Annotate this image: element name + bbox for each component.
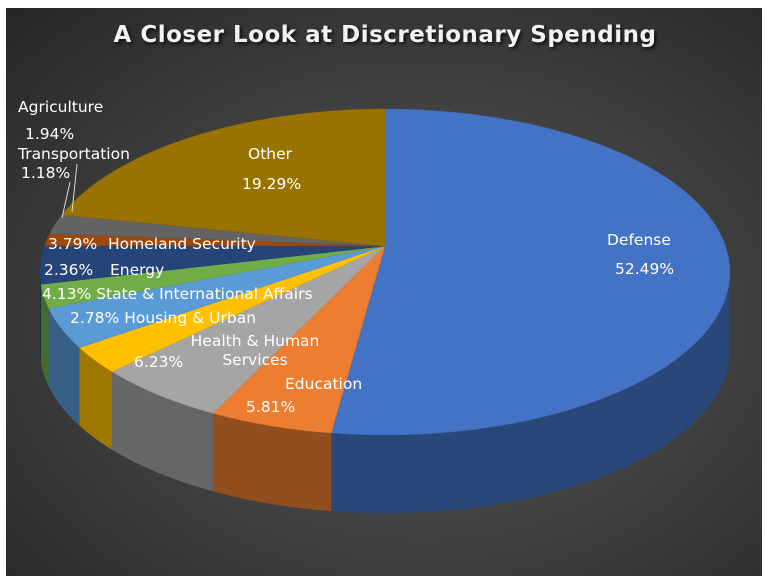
- label-housing: 2.78% Housing & Urban: [70, 309, 257, 327]
- slice-energy[interactable]: [40, 245, 386, 309]
- slice-defense-side: [331, 272, 730, 513]
- slice-health-human-services-side: [111, 371, 214, 492]
- label-health-human-services-text: Health & Human Services: [190, 332, 320, 369]
- slice-agriculture[interactable]: [49, 214, 386, 247]
- pie-tops: [39, 108, 731, 436]
- chart-title: A Closer Look at Discretionary Spending: [113, 22, 657, 48]
- value-housing: 2.78%: [70, 309, 120, 327]
- label-transportation: Transportation: [18, 145, 130, 163]
- leader-line: [61, 181, 71, 219]
- slice-housing-urban-side: [79, 347, 112, 450]
- pie-sides: [40, 272, 730, 513]
- label-defense: Defense: [607, 231, 671, 249]
- slice-state-international-affairs[interactable]: [48, 245, 386, 348]
- slice-housing-urban[interactable]: [78, 245, 386, 372]
- value-education: 5.81%: [246, 398, 296, 416]
- value-energy: 2.36%: [44, 261, 94, 279]
- leader-line: [71, 163, 78, 213]
- value-defense: 52.49%: [615, 260, 675, 278]
- label-other: Other: [248, 145, 293, 163]
- label-agriculture: Agriculture: [18, 98, 104, 116]
- value-homeland: 3.79%: [48, 235, 98, 253]
- label-health-human-services: Health & Human Services: [190, 332, 320, 369]
- label-homeland: Homeland Security: [108, 235, 256, 253]
- label-state-text: State & International Affairs: [96, 285, 313, 303]
- value-health-human-services: 6.23%: [134, 353, 184, 371]
- value-agriculture: 1.94%: [25, 125, 75, 143]
- slice-energy-side: [40, 284, 49, 387]
- value-state: 4.13%: [42, 285, 92, 303]
- slice-health-human-services[interactable]: [111, 245, 386, 414]
- label-state: 4.13% State & International Affairs: [42, 285, 313, 303]
- slice-education[interactable]: [212, 245, 386, 434]
- slice-other[interactable]: [61, 108, 386, 247]
- slice-homeland-security-side: [40, 272, 41, 363]
- slice-state-international-affairs-side: [48, 308, 80, 426]
- value-other: 19.29%: [242, 175, 302, 193]
- label-education: Education: [285, 375, 363, 393]
- slice-homeland-security[interactable]: [39, 245, 386, 285]
- slice-education-side: [213, 413, 332, 512]
- slice-defense[interactable]: [330, 108, 731, 436]
- value-transportation: 1.18%: [21, 164, 71, 182]
- label-energy: Energy: [110, 261, 165, 279]
- label-housing-text: Housing & Urban: [124, 309, 257, 327]
